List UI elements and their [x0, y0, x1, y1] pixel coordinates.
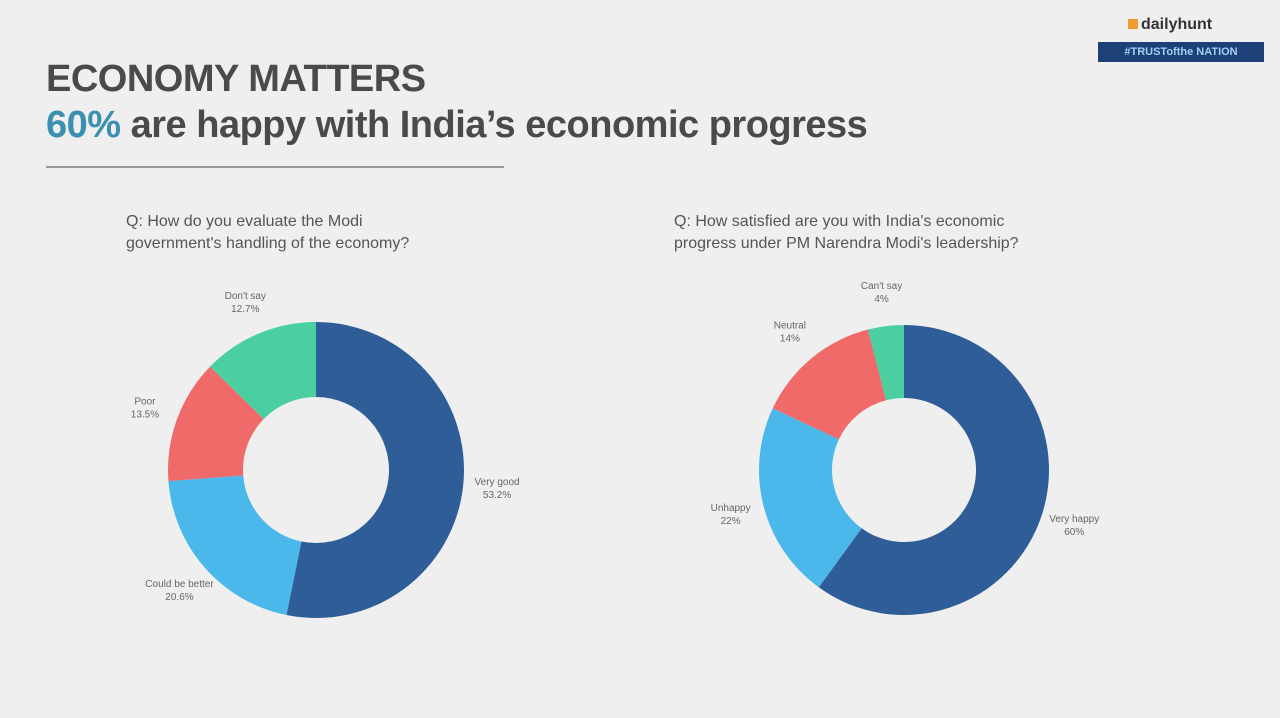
slice-label: Neutral — [774, 321, 806, 332]
slice-label: Unhappy — [711, 503, 751, 514]
slice-label: Very good — [475, 477, 520, 488]
slice-value-label: 14% — [780, 334, 800, 345]
banner: #TRUSTofthe NATION — [1098, 42, 1264, 62]
slice-value-label: 4% — [874, 294, 889, 305]
slice-value-label: 22% — [721, 516, 741, 527]
question: Q: How satisfied are you with India's ec… — [674, 213, 1004, 230]
headline-highlight: 60% — [46, 104, 121, 146]
slice-label: Very happy — [1049, 514, 1099, 525]
donut-slice — [867, 325, 904, 401]
donut-slice — [168, 366, 264, 482]
donut-slice — [168, 475, 302, 616]
question: Q: How do you evaluate the Modi — [126, 213, 363, 230]
headline-text: are happy with India’s economic progress — [130, 104, 868, 146]
question: government's handling of the economy? — [126, 235, 409, 252]
title: ECONOMY MATTERS — [46, 58, 426, 100]
slice-value-label: 13.5% — [131, 409, 159, 420]
slice-value-label: 60% — [1064, 527, 1084, 538]
slice-value-label: 20.6% — [165, 592, 193, 603]
donut-slice — [759, 408, 862, 588]
slice-value-label: 53.2% — [483, 490, 511, 501]
slice-label: Could be better — [145, 579, 214, 590]
donut-slice — [818, 325, 1049, 615]
donut-slice — [772, 329, 887, 440]
logo-text: dailyhunt — [1141, 16, 1213, 33]
slice-label: Don't say — [225, 291, 266, 302]
headline: 60% are happy with India’s economic prog… — [46, 104, 868, 147]
slice-label: Can't say — [861, 281, 902, 292]
slice-value-label: 12.7% — [231, 304, 259, 315]
title-rule — [46, 166, 504, 168]
slice-label: Poor — [134, 396, 156, 407]
logo: dailyhunt — [1128, 16, 1212, 34]
question: progress under PM Narendra Modi's leader… — [674, 235, 1019, 252]
donut-slice — [210, 322, 316, 420]
donut-slice — [286, 322, 464, 618]
